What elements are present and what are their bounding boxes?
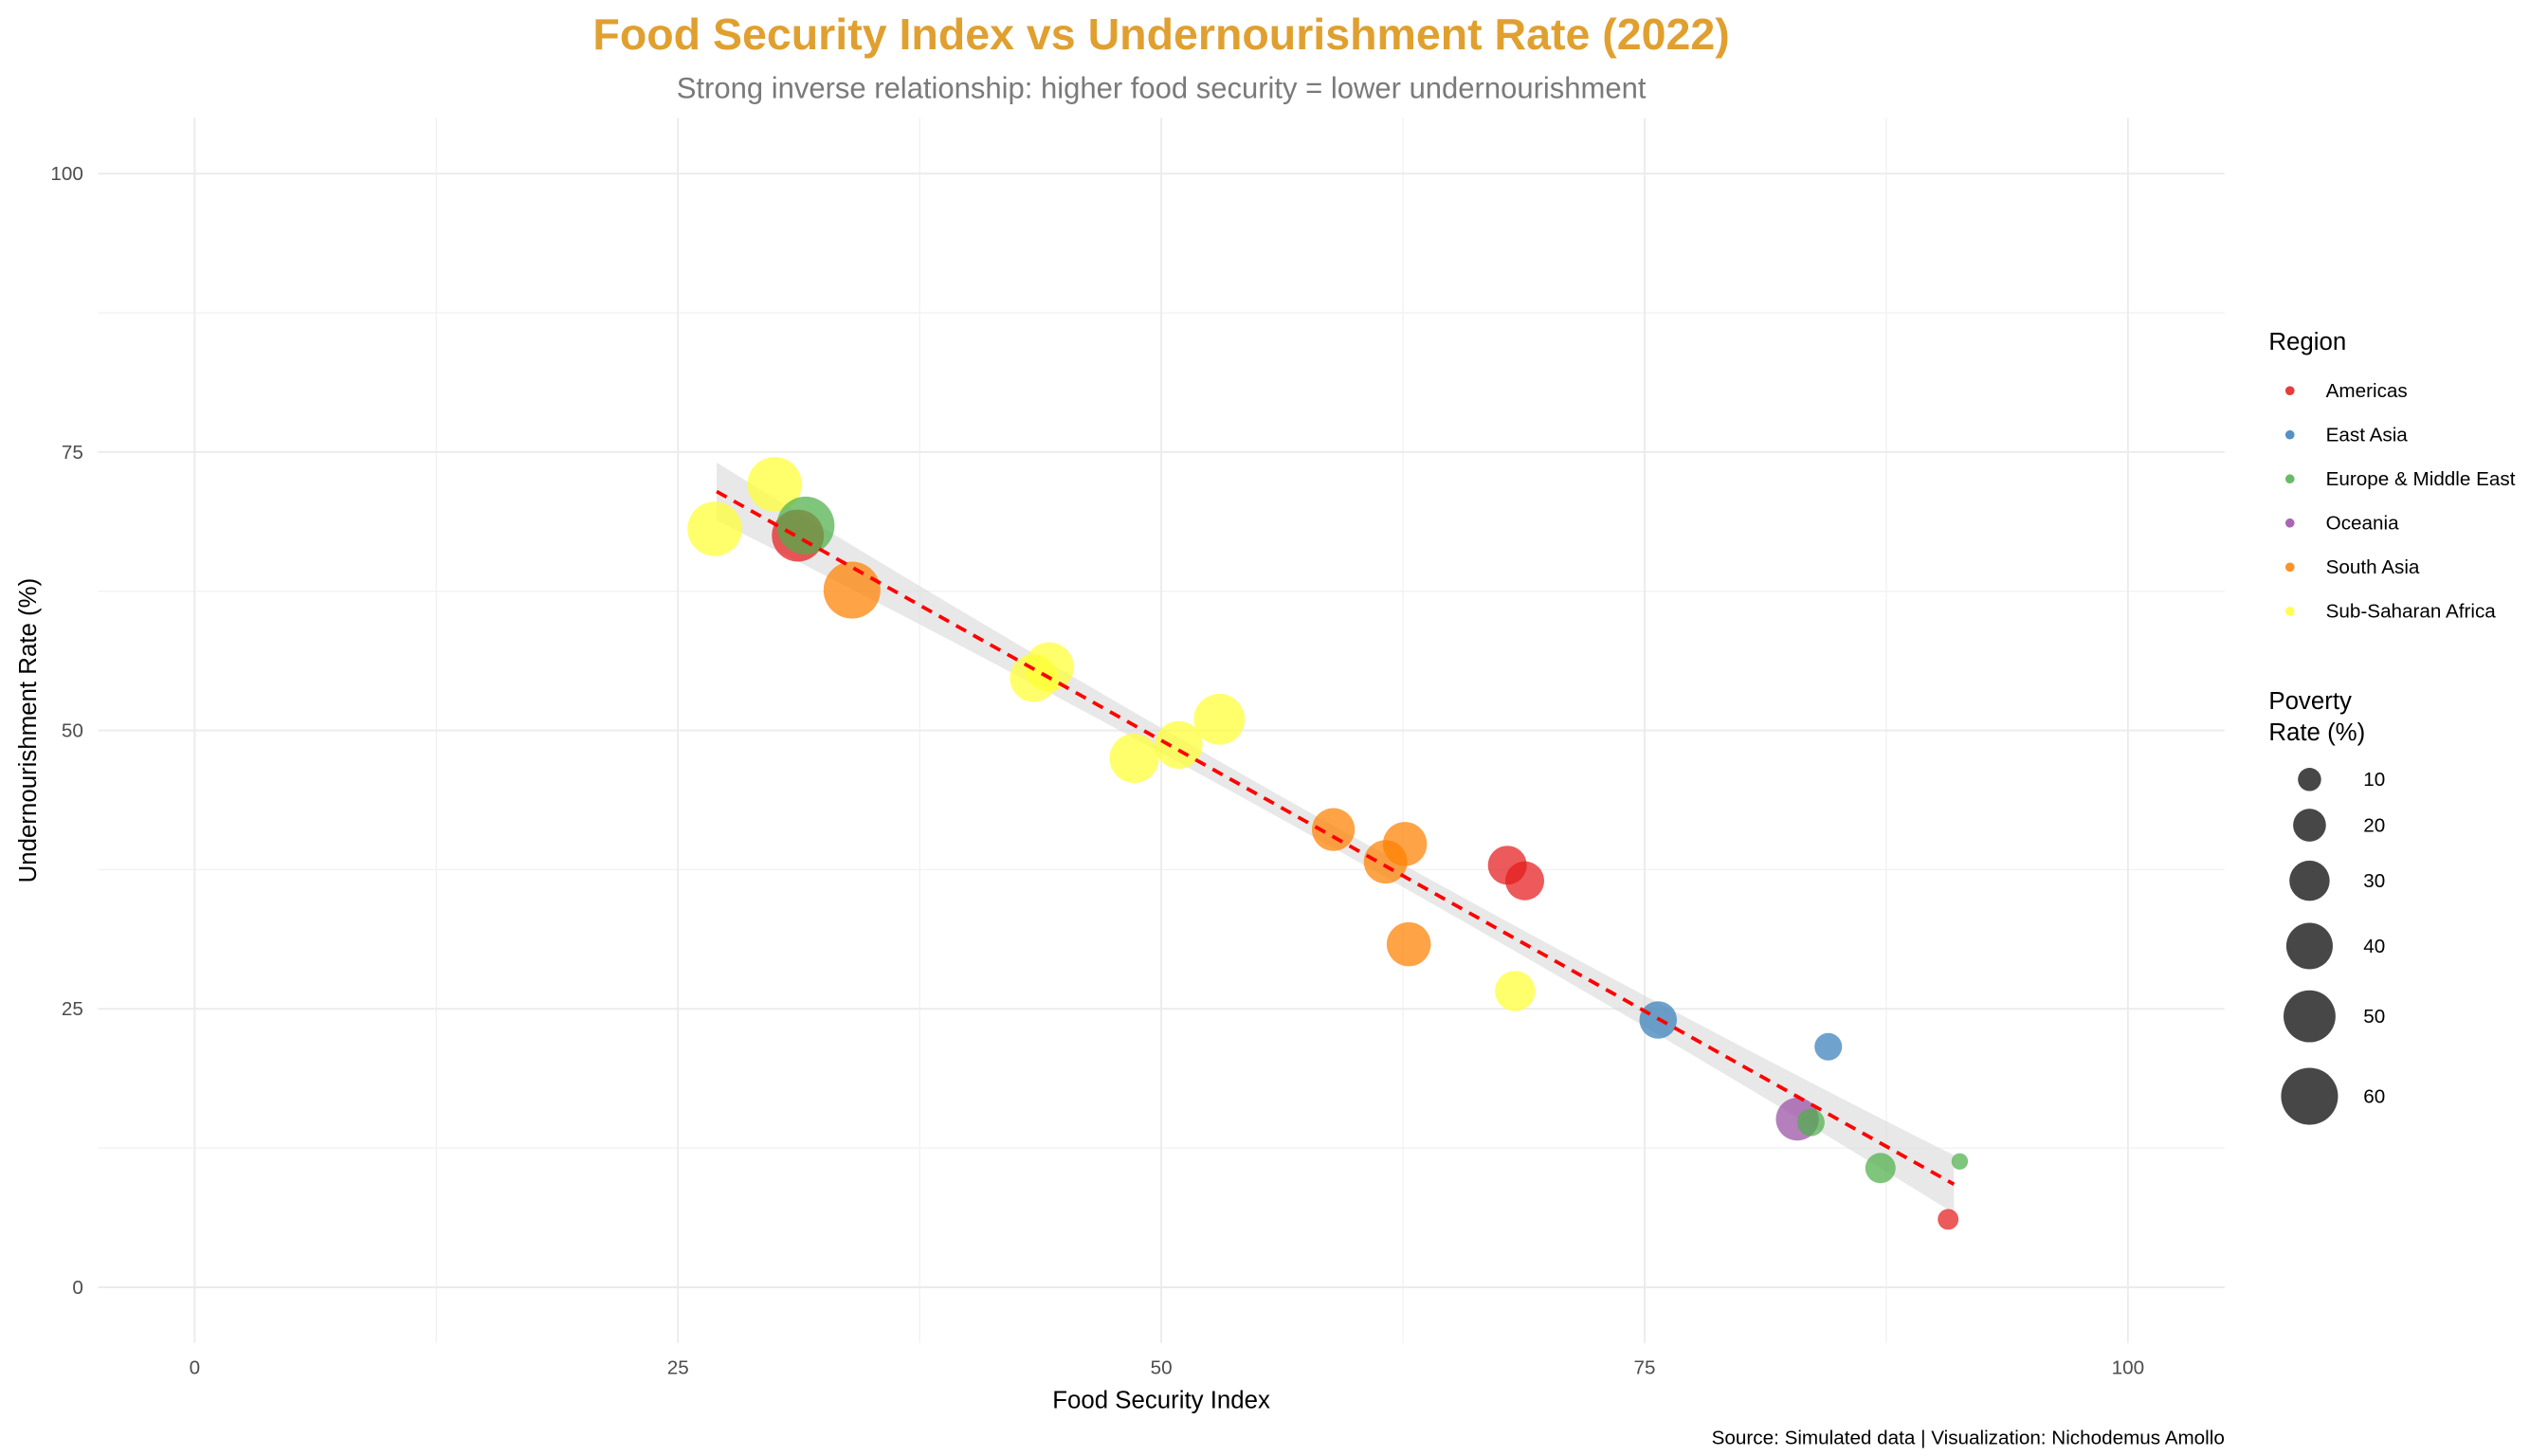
legend-size-circle xyxy=(2293,809,2326,842)
data-point xyxy=(776,496,835,555)
data-point xyxy=(1193,693,1246,745)
data-point xyxy=(823,561,881,619)
data-point xyxy=(1155,720,1203,769)
data-point xyxy=(1938,1209,1959,1230)
data-point xyxy=(687,501,742,556)
legend-region-label: East Asia xyxy=(2326,425,2409,446)
x-tick-label: 75 xyxy=(1633,1356,1655,1378)
legend-swatch xyxy=(2284,518,2295,528)
data-point xyxy=(1109,733,1159,783)
data-point xyxy=(1363,840,1408,884)
legend-swatch xyxy=(2284,606,2295,616)
legend-size-label: 60 xyxy=(2363,1085,2385,1107)
axis-ticks: 0 25 50 75 100 0 25 50 75 100 xyxy=(50,163,2144,1378)
legend-size-title-1: Poverty xyxy=(2268,688,2352,715)
trend-line xyxy=(716,489,1956,1187)
x-axis-label: Food Security Index xyxy=(1052,1388,1270,1414)
y-tick-label: 25 xyxy=(62,998,83,1020)
legend-size-label: 40 xyxy=(2363,936,2385,957)
data-point xyxy=(1865,1153,1896,1184)
chart-subtitle: Strong inverse relationship: higher food… xyxy=(677,72,1647,105)
grid-lines xyxy=(98,118,2225,1343)
data-point xyxy=(1495,971,1536,1011)
data-point xyxy=(1312,808,1356,851)
legend-swatch xyxy=(2284,429,2295,440)
trend-line-path xyxy=(716,489,1956,1187)
y-tick-label: 0 xyxy=(72,1277,83,1299)
legend-sizes: 10 20 30 40 50 60 xyxy=(2281,768,2385,1125)
legend-region-label: Sub-Saharan Africa xyxy=(2326,601,2497,623)
x-tick-label: 50 xyxy=(1151,1356,1173,1378)
legend-regions: Americas East Asia Europe & Middle East Oce… xyxy=(2284,380,2516,623)
legend-size-circle xyxy=(2289,860,2330,901)
legend-size-circle xyxy=(2298,768,2321,792)
chart-title: Food Security Index vs Undernourishment … xyxy=(592,9,1729,59)
legend-size-label: 20 xyxy=(2363,814,2385,836)
data-point xyxy=(1505,861,1545,901)
legend-size-title-2: Rate (%) xyxy=(2268,719,2365,746)
data-point xyxy=(747,457,802,512)
legend-swatch xyxy=(2284,562,2295,573)
legend-region-label: Europe & Middle East xyxy=(2326,468,2516,490)
legend-swatch xyxy=(2284,474,2295,484)
data-point xyxy=(1386,921,1431,967)
x-tick-label: 25 xyxy=(667,1356,689,1378)
data-point xyxy=(1796,1108,1825,1137)
legend-region-title: Region xyxy=(2268,329,2346,355)
data-point xyxy=(1024,642,1074,692)
legend-region-label: Oceania xyxy=(2326,513,2399,535)
legend-size-label: 50 xyxy=(2363,1006,2385,1028)
legend-size-label: 30 xyxy=(2363,870,2385,892)
data-point xyxy=(1814,1032,1843,1061)
legend-size-label: 10 xyxy=(2363,769,2385,791)
caption: Source: Simulated data | Visualization: … xyxy=(1712,1428,2225,1449)
x-tick-label: 0 xyxy=(190,1356,201,1378)
data-points xyxy=(687,457,1969,1230)
legend-size-circle xyxy=(2281,1067,2339,1125)
y-axis-label: Undernourishment Rate (%) xyxy=(15,578,42,883)
y-tick-label: 100 xyxy=(50,163,82,185)
legend-size-circle xyxy=(2285,922,2333,970)
y-tick-label: 75 xyxy=(62,442,83,464)
y-tick-label: 50 xyxy=(62,719,83,741)
legend-region-label: South Asia xyxy=(2326,556,2420,578)
data-point xyxy=(1951,1153,1969,1170)
legend-region-label: Americas xyxy=(2326,380,2408,402)
legend-swatch xyxy=(2284,386,2295,396)
x-tick-label: 100 xyxy=(2112,1356,2144,1378)
legend-size-circle xyxy=(2284,990,2336,1043)
